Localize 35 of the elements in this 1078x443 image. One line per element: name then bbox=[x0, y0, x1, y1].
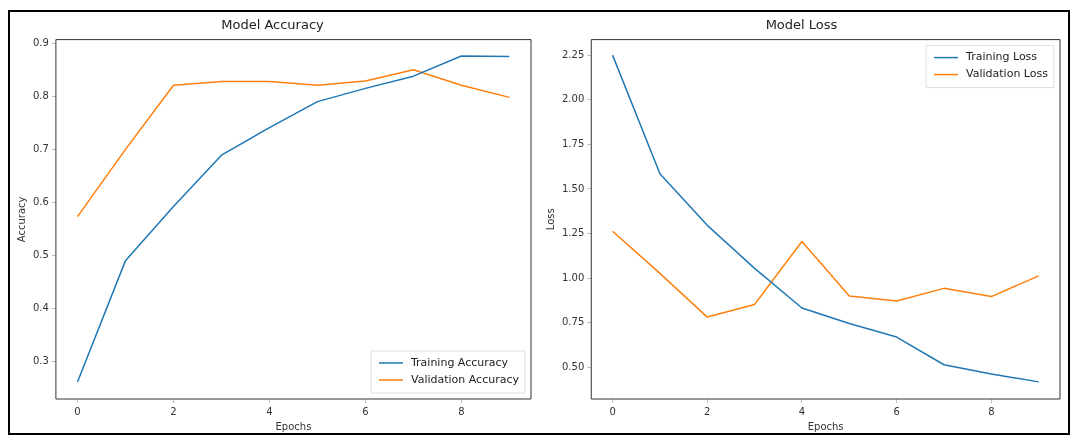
x-axis-title: Epochs bbox=[275, 420, 312, 432]
y-tick-label: 1.00 bbox=[562, 271, 585, 283]
y-tick-label: 0.4 bbox=[33, 301, 49, 313]
y-tick-label: 1.75 bbox=[562, 137, 585, 149]
x-tick-label: 8 bbox=[988, 405, 995, 417]
y-axis-title: Loss bbox=[544, 208, 556, 231]
x-tick-label: 2 bbox=[170, 405, 177, 417]
x-tick-label: 8 bbox=[458, 405, 465, 417]
y-tick-label: 2.25 bbox=[562, 48, 585, 60]
legend-label: Training Accuracy bbox=[409, 355, 509, 369]
y-tick-label: 1.25 bbox=[562, 227, 585, 239]
x-tick-label: 6 bbox=[893, 405, 900, 417]
y-tick-label: 0.5 bbox=[33, 248, 49, 260]
y-tick-label: 0.6 bbox=[33, 195, 49, 207]
legend-label: Validation Accuracy bbox=[410, 372, 520, 386]
x-tick-label: 4 bbox=[266, 405, 273, 417]
y-tick-label: 1.50 bbox=[562, 182, 585, 194]
y-tick-label: 0.3 bbox=[33, 354, 49, 366]
x-tick-label: 0 bbox=[74, 405, 81, 417]
y-axis-title: Accuracy bbox=[15, 196, 27, 243]
y-tick-label: 2.00 bbox=[562, 93, 585, 105]
x-axis-title: Epochs bbox=[807, 420, 844, 432]
x-tick-label: 0 bbox=[609, 405, 616, 417]
y-tick-label: 0.9 bbox=[33, 36, 49, 48]
x-tick-label: 4 bbox=[798, 405, 806, 417]
legend-label: Training Loss bbox=[965, 50, 1038, 64]
y-tick-label: 0.7 bbox=[33, 142, 49, 154]
y-tick-label: 0.75 bbox=[562, 316, 585, 328]
chart-title: Model Accuracy bbox=[221, 17, 325, 33]
y-tick-label: 0.8 bbox=[33, 89, 49, 101]
legend-label: Validation Loss bbox=[966, 67, 1049, 81]
chart-title: Model Loss bbox=[765, 17, 838, 33]
x-tick-label: 6 bbox=[362, 405, 369, 417]
y-tick-label: 0.50 bbox=[562, 361, 585, 373]
x-tick-label: 2 bbox=[704, 405, 711, 417]
